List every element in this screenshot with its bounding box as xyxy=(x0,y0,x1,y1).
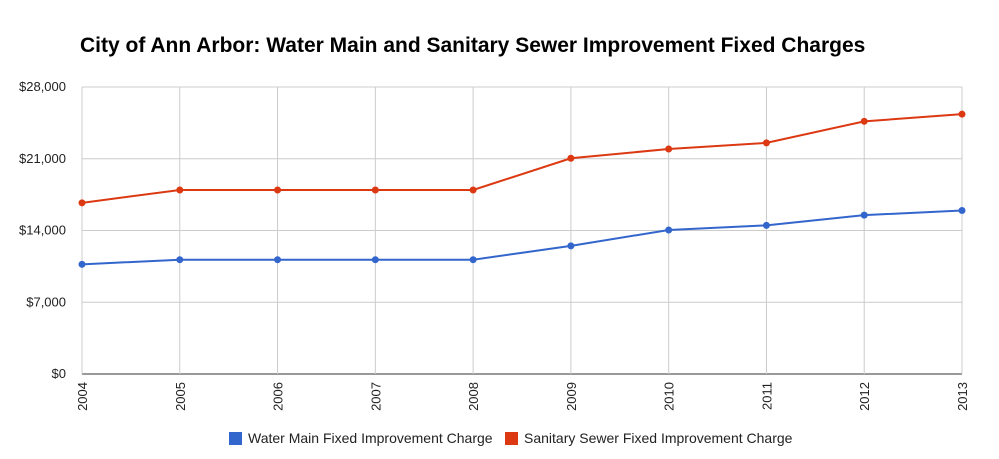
data-point xyxy=(469,186,477,194)
x-tick-label: 2013 xyxy=(955,382,970,411)
data-point xyxy=(665,226,673,234)
x-tick-label: 2011 xyxy=(759,382,774,410)
data-point xyxy=(78,199,86,207)
data-point xyxy=(274,186,282,194)
y-tick-label: $7,000 xyxy=(26,294,66,309)
x-tick-label: 2004 xyxy=(75,382,90,411)
legend-swatch xyxy=(229,432,242,445)
data-point xyxy=(567,154,575,162)
x-tick-label: 2005 xyxy=(173,382,188,411)
x-tick-label: 2008 xyxy=(466,382,481,411)
legend-label: Sanitary Sewer Fixed Improvement Charge xyxy=(524,430,793,446)
data-point xyxy=(176,256,184,264)
x-tick-label: 2007 xyxy=(368,382,383,411)
data-point xyxy=(176,186,184,194)
data-point xyxy=(274,256,282,264)
series-line-1 xyxy=(81,209,963,266)
data-point xyxy=(371,186,379,194)
data-point xyxy=(762,139,770,147)
x-tick-label: 2012 xyxy=(857,382,872,411)
data-point xyxy=(958,110,966,118)
data-point xyxy=(958,207,966,215)
data-point xyxy=(860,211,868,219)
data-point xyxy=(567,242,575,250)
legend-label: Water Main Fixed Improvement Charge xyxy=(248,430,493,446)
data-point xyxy=(469,256,477,264)
y-tick-label: $0 xyxy=(52,366,66,381)
data-point xyxy=(371,256,379,264)
x-tick-label: 2010 xyxy=(662,382,677,411)
x-tick-label: 2009 xyxy=(564,382,579,411)
data-point xyxy=(762,221,770,229)
y-tick-label: $21,000 xyxy=(19,151,66,166)
data-point xyxy=(665,145,673,153)
data-point xyxy=(860,117,868,125)
y-tick-label: $28,000 xyxy=(19,79,66,94)
data-point xyxy=(78,260,86,268)
x-tick-label: 2006 xyxy=(271,382,286,411)
y-tick-label: $14,000 xyxy=(19,223,66,238)
legend-swatch xyxy=(505,432,518,445)
series-line-2 xyxy=(81,113,963,204)
chart-title: City of Ann Arbor: Water Main and Sanita… xyxy=(80,34,866,57)
